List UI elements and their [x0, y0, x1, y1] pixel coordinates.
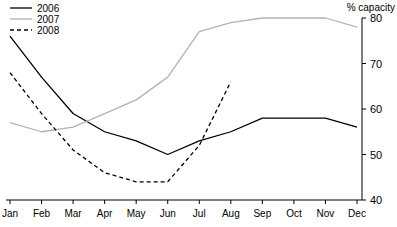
- x-tick-label: Oct: [286, 208, 302, 219]
- y-tick-label: 60: [370, 103, 382, 115]
- x-tick: [325, 200, 326, 204]
- y-axis-label: % capacity: [347, 2, 395, 13]
- series-line: [10, 18, 357, 132]
- x-tick: [136, 200, 137, 204]
- x-tick: [41, 200, 42, 204]
- x-axis: [6, 200, 362, 201]
- y-tick-label: 50: [370, 149, 382, 161]
- x-tick: [10, 200, 11, 204]
- x-tick-label: Jul: [193, 208, 206, 219]
- y-tick-label: 80: [370, 12, 382, 24]
- x-tick-label: May: [127, 208, 146, 219]
- legend: 200620072008: [10, 3, 60, 36]
- y-tick-label: 70: [370, 58, 382, 70]
- x-tick-label: Mar: [64, 208, 82, 219]
- x-tick: [167, 200, 168, 204]
- x-tick: [104, 200, 105, 204]
- x-tick: [357, 200, 358, 204]
- series-line: [10, 73, 231, 182]
- y-tick: [362, 18, 366, 19]
- x-tick-label: Feb: [33, 208, 51, 219]
- legend-swatch: [10, 29, 32, 30]
- x-tick: [293, 200, 294, 204]
- y-tick: [362, 109, 366, 110]
- x-tick-label: Dec: [348, 208, 366, 219]
- y-tick: [362, 63, 366, 64]
- x-tick-label: Aug: [222, 208, 240, 219]
- x-tick: [262, 200, 263, 204]
- x-tick: [199, 200, 200, 204]
- y-tick: [362, 154, 366, 155]
- y-tick: [362, 200, 366, 201]
- lines: [10, 18, 357, 182]
- x-tick-label: Apr: [97, 208, 113, 219]
- x-tick: [73, 200, 74, 204]
- x-tick-label: Sep: [253, 208, 271, 219]
- x-tick-label: Jun: [160, 208, 176, 219]
- legend-label: 2007: [37, 14, 60, 25]
- x-tick: [230, 200, 231, 204]
- chart: 40 50 60 70 80% capacity Jan Feb Mar Apr May Jun Ju…: [0, 0, 397, 227]
- legend-swatch: [10, 7, 32, 8]
- legend-label: 2006: [37, 3, 60, 14]
- x-tick-label: Nov: [317, 208, 335, 219]
- y-tick-label: 40: [370, 194, 382, 206]
- legend-swatch: [10, 18, 32, 19]
- x-tick-label: Jan: [2, 208, 18, 219]
- legend-label: 2008: [37, 25, 60, 36]
